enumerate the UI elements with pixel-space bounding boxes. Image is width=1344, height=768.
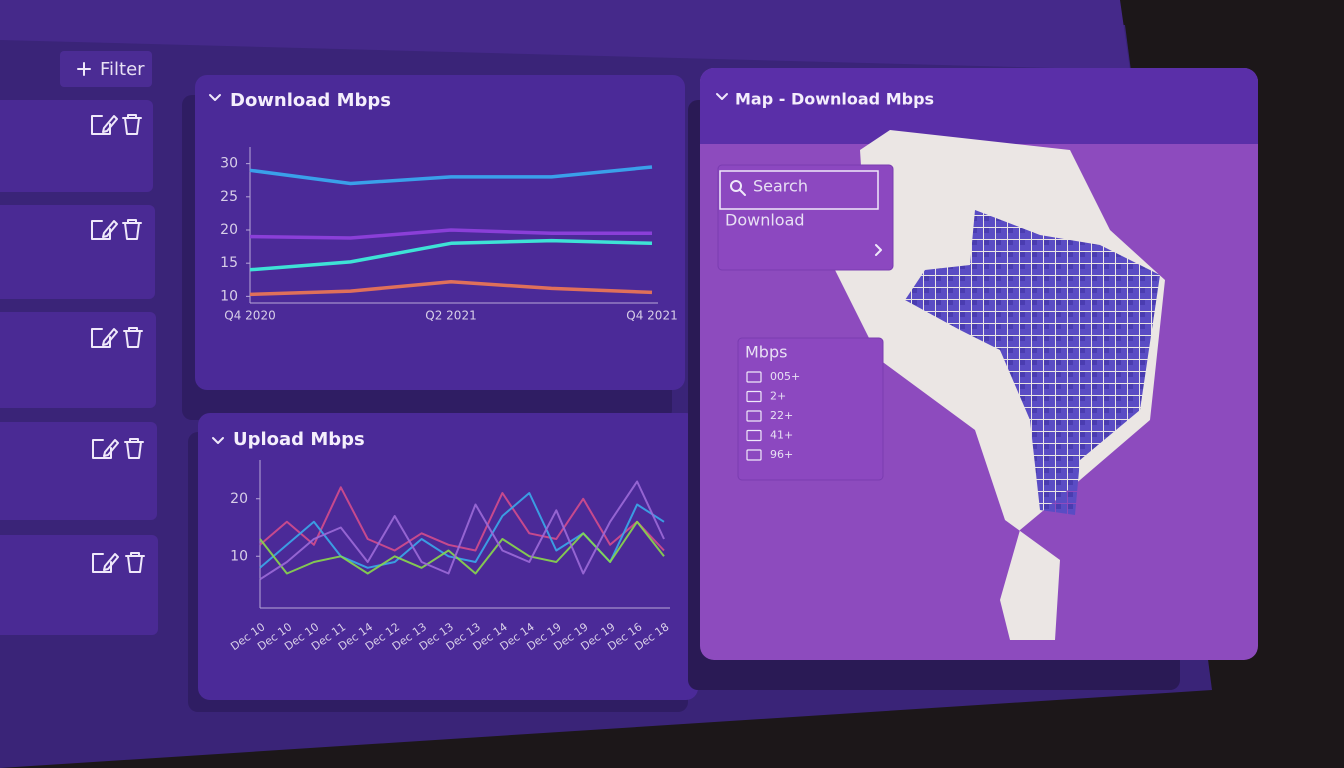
series-line [249, 228, 652, 240]
search-placeholder: Search [753, 177, 808, 196]
legend-checkbox [746, 390, 762, 403]
y-tick-label: 10 [230, 548, 248, 564]
legend-items: 005+ 2+ 22+ 41+ 96+ [746, 370, 800, 461]
y-tick-label: 10 [220, 288, 238, 304]
legend-checkbox [746, 429, 762, 442]
search-icon [739, 189, 746, 196]
collapse-icon [716, 93, 728, 100]
series-line [259, 480, 665, 581]
x-tick-label: Q2 2021 [425, 309, 476, 323]
legend-label: 41+ [770, 429, 793, 442]
legend-checkbox [746, 410, 762, 422]
collapse-icon [209, 94, 221, 101]
legend-card [737, 337, 884, 481]
x-tick-label: Q4 2021 [626, 309, 677, 323]
series-line [259, 486, 665, 552]
filter-button[interactable]: Filter [60, 51, 152, 87]
series-line [249, 165, 653, 186]
card [0, 535, 158, 635]
legend-label: 22+ [770, 409, 793, 422]
search-icon [730, 180, 742, 192]
card-icons [91, 114, 145, 573]
layer-label[interactable]: Download [725, 211, 805, 230]
filter-label: Filter [100, 59, 145, 80]
card [0, 205, 155, 299]
panel-title: Download Mbps [230, 90, 391, 111]
search-box[interactable]: Search [719, 170, 879, 210]
legend-label: 96+ [770, 448, 793, 461]
y-tick-label: 20 [230, 491, 248, 507]
filter-bg [60, 51, 152, 87]
top-bar [0, 0, 1130, 70]
legend-title: Mbps [745, 343, 787, 362]
legend-label: 2+ [770, 390, 786, 403]
search-outline [719, 170, 879, 210]
map-header [700, 68, 1258, 144]
chevron[interactable] [875, 244, 882, 256]
y-tick-label: 25 [220, 189, 238, 205]
card [0, 312, 156, 408]
y-tick-label: 20 [220, 222, 238, 238]
x-tick-label: Q4 2020 [224, 309, 275, 323]
card [0, 100, 153, 192]
collapse-icon [212, 437, 224, 444]
series-line [249, 280, 653, 297]
panel-title: Upload Mbps [233, 429, 365, 450]
legend-checkbox [746, 371, 762, 383]
sidebar-cards [0, 100, 158, 635]
legend-checkbox [746, 449, 762, 461]
map-heat-cells [905, 210, 1160, 515]
legend-label: 005+ [770, 370, 800, 383]
plus-icon [77, 62, 91, 76]
y-tick-label: 15 [220, 255, 238, 271]
y-tick-label: 30 [220, 156, 238, 172]
series-line [249, 238, 653, 272]
card [0, 422, 157, 520]
search-card [717, 164, 894, 271]
panel-title: Map - Download Mbps [735, 90, 934, 109]
